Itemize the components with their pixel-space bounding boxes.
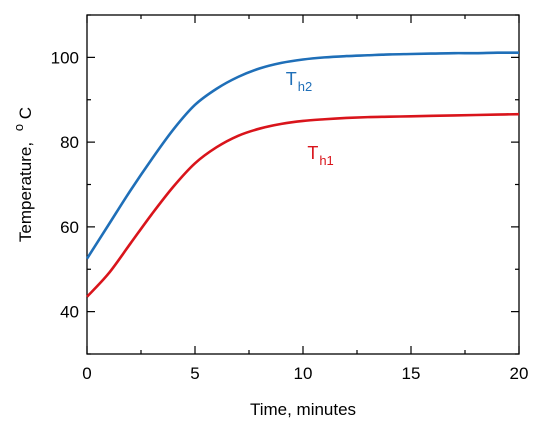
y-axis-title: Temperature, o C xyxy=(8,107,35,242)
axis-ticks xyxy=(86,14,520,355)
x-tick-label: 20 xyxy=(510,364,529,383)
series-label-h2: Th2 xyxy=(286,69,312,94)
series-label-main: T xyxy=(307,143,318,163)
x-tick-label: 15 xyxy=(402,364,421,383)
data-series xyxy=(85,51,520,298)
axis-tick-labels: 0 5 10 15 20 40 60 80 100 xyxy=(51,48,529,383)
series-label-main: T xyxy=(286,69,297,89)
svg-text:Temperature, o C: Temperature, o C xyxy=(8,107,35,242)
y-axis-title-text: Temperature, xyxy=(16,142,35,242)
y-tick-label: 80 xyxy=(60,133,79,152)
series-line-h2 xyxy=(85,51,520,260)
y-tick-label: 40 xyxy=(60,303,79,322)
y-axis-unit-degree: o xyxy=(11,124,26,131)
y-tick-label: 60 xyxy=(60,218,79,237)
series-line-h1 xyxy=(86,112,520,298)
series-label-h1: Th1 xyxy=(307,143,333,168)
x-axis-title: Time, minutes xyxy=(250,400,356,419)
y-axis-unit: C xyxy=(16,107,35,119)
series-label-subscript: h2 xyxy=(298,79,312,94)
x-tick-label: 10 xyxy=(294,364,313,383)
y-tick-label: 100 xyxy=(51,48,79,67)
x-tick-label: 5 xyxy=(190,364,199,383)
x-tick-label: 0 xyxy=(82,364,91,383)
series-label-subscript: h1 xyxy=(319,153,333,168)
